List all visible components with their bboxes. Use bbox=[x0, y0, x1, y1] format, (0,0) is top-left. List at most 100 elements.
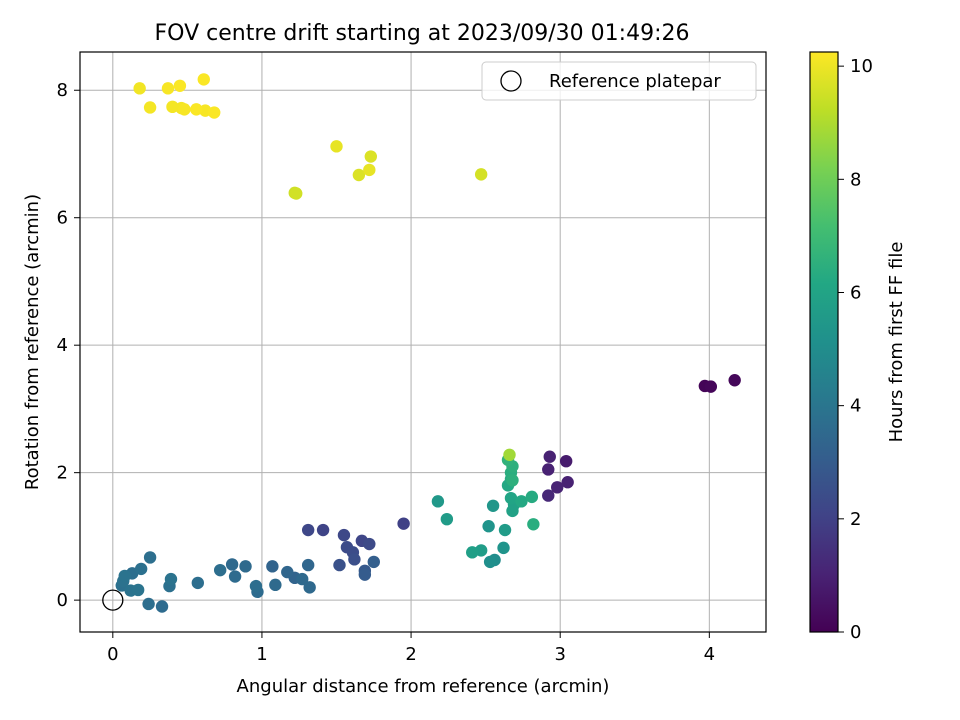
data-point bbox=[131, 583, 145, 597]
data-point bbox=[561, 476, 574, 489]
data-point bbox=[281, 565, 294, 579]
data-point bbox=[155, 600, 169, 613]
data-point bbox=[543, 450, 556, 463]
data-point bbox=[164, 572, 178, 586]
data-point bbox=[483, 555, 497, 569]
x-tick-label: 2 bbox=[405, 644, 416, 665]
y-tick-label: 4 bbox=[57, 335, 68, 356]
x-tick-label: 3 bbox=[554, 644, 565, 665]
colorbar-tick-label: 6 bbox=[850, 282, 861, 303]
data-point bbox=[728, 374, 741, 387]
data-point bbox=[239, 560, 252, 573]
legend-reference-marker bbox=[500, 70, 522, 92]
data-point bbox=[134, 562, 148, 576]
y-tick-label: 2 bbox=[57, 463, 68, 484]
y-tick-label: 6 bbox=[57, 208, 68, 229]
plot-frame bbox=[79, 51, 767, 633]
data-point bbox=[551, 481, 564, 494]
legend-label: Reference platepar bbox=[549, 71, 721, 92]
y-axis-label: Rotation from reference (arcmin) bbox=[22, 194, 43, 490]
data-point bbox=[173, 79, 187, 92]
data-point bbox=[330, 140, 343, 153]
colorbar: 0 2 4 6 8 10 Hours from first FF file bbox=[809, 51, 907, 643]
colorbar-tick-label: 4 bbox=[850, 396, 861, 417]
data-point bbox=[178, 103, 191, 116]
data-point bbox=[559, 454, 573, 468]
colorbar-tick-label: 0 bbox=[850, 622, 861, 643]
data-point bbox=[367, 555, 380, 569]
data-point bbox=[225, 558, 239, 571]
data-point bbox=[190, 103, 203, 116]
data-point bbox=[316, 523, 330, 537]
colorbar-tick-label: 8 bbox=[850, 169, 861, 190]
data-point bbox=[191, 576, 205, 590]
data-point bbox=[208, 106, 221, 119]
data-point bbox=[142, 597, 155, 611]
y-tick-label: 0 bbox=[57, 590, 68, 611]
data-point bbox=[504, 491, 518, 505]
x-tick-label: 1 bbox=[256, 644, 267, 665]
data-point bbox=[228, 570, 242, 583]
data-point bbox=[303, 581, 316, 594]
x-axis-label: Angular distance from reference (arcmin) bbox=[237, 676, 610, 697]
data-point bbox=[525, 490, 539, 504]
data-point bbox=[197, 73, 210, 86]
y-tick-label: 8 bbox=[57, 80, 68, 101]
data-point bbox=[542, 463, 555, 476]
data-point bbox=[515, 495, 528, 508]
data-point bbox=[474, 168, 488, 181]
grid-lines bbox=[80, 52, 766, 632]
data-point bbox=[498, 523, 512, 537]
data-point bbox=[266, 560, 279, 573]
reference-marker-group bbox=[102, 589, 124, 611]
y-axis-ticks: 0 2 4 6 8 bbox=[57, 80, 80, 611]
data-point bbox=[269, 578, 282, 592]
data-point bbox=[133, 82, 146, 95]
data-point bbox=[143, 101, 157, 114]
data-point bbox=[440, 512, 454, 526]
data-point bbox=[301, 558, 315, 572]
data-point bbox=[333, 558, 346, 572]
data-point bbox=[486, 499, 500, 513]
data-point bbox=[482, 519, 495, 533]
data-point bbox=[363, 163, 376, 177]
data-point bbox=[466, 546, 479, 559]
data-point bbox=[337, 528, 351, 542]
x-tick-label: 4 bbox=[704, 644, 715, 665]
data-point bbox=[506, 474, 519, 487]
data-point bbox=[143, 551, 157, 564]
colorbar-tick-label: 10 bbox=[850, 56, 873, 77]
data-point bbox=[249, 579, 263, 593]
colorbar-ticks: 0 2 4 6 8 10 bbox=[838, 56, 873, 643]
x-tick-label: 0 bbox=[107, 644, 118, 665]
data-point bbox=[397, 517, 410, 530]
data-point bbox=[503, 448, 516, 462]
data-points bbox=[115, 73, 741, 613]
data-point bbox=[431, 495, 445, 508]
data-point bbox=[290, 187, 303, 200]
colorbar-frame bbox=[809, 51, 839, 633]
data-point bbox=[118, 569, 131, 583]
data-point bbox=[358, 568, 372, 581]
data-point bbox=[527, 518, 540, 531]
colorbar-tick-label: 2 bbox=[850, 509, 861, 530]
data-point bbox=[364, 150, 378, 163]
x-axis-ticks: 0 1 2 3 4 bbox=[107, 632, 715, 665]
data-point bbox=[301, 523, 315, 537]
chart-title: FOV centre drift starting at 2023/09/30 … bbox=[155, 21, 690, 46]
colorbar-fill bbox=[810, 52, 838, 632]
reference-platepar-marker bbox=[102, 589, 124, 611]
data-point bbox=[348, 553, 361, 566]
data-point bbox=[497, 541, 510, 555]
legend-box bbox=[481, 61, 757, 101]
legend: Reference platepar bbox=[481, 61, 757, 101]
data-point bbox=[161, 82, 175, 95]
data-point bbox=[352, 168, 366, 182]
data-point bbox=[296, 572, 309, 586]
data-point bbox=[363, 537, 376, 551]
colorbar-label: Hours from first FF file bbox=[886, 242, 907, 443]
data-point bbox=[542, 489, 555, 502]
data-point bbox=[704, 380, 718, 393]
data-point bbox=[213, 563, 227, 577]
